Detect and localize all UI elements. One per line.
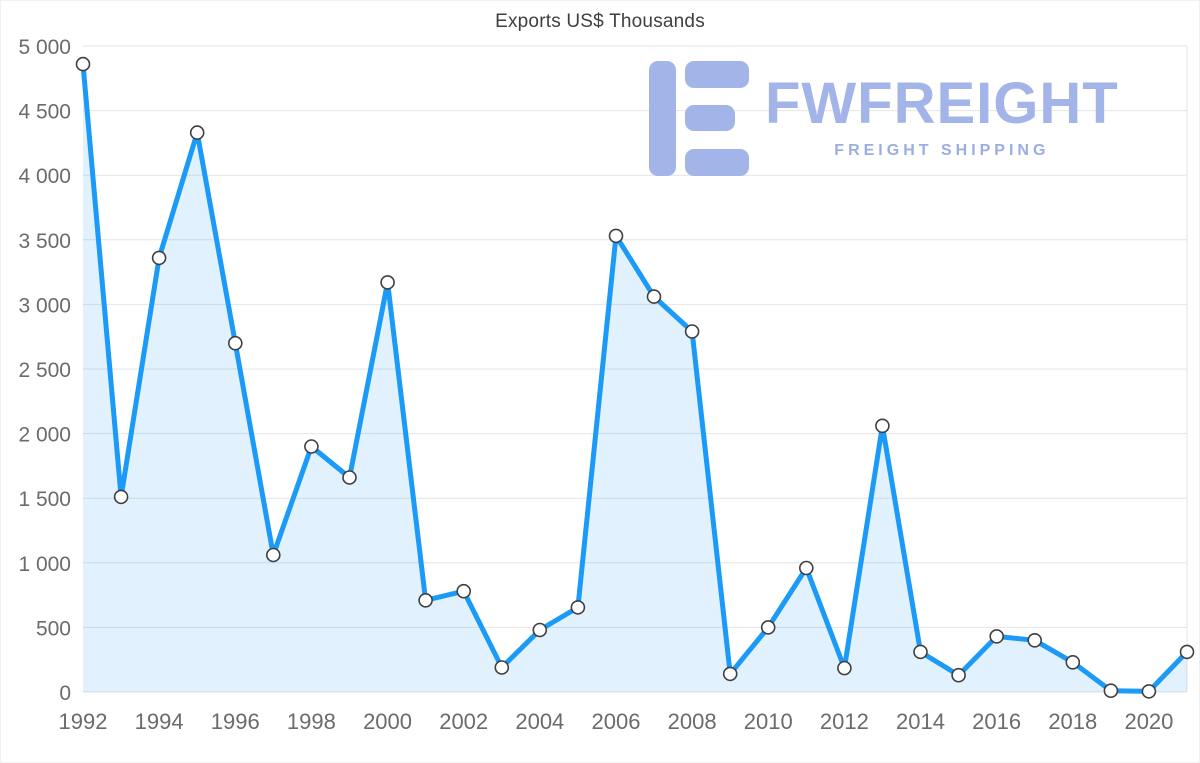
x-tick-label: 1996 xyxy=(211,709,260,734)
data-point-marker[interactable] xyxy=(837,660,852,676)
data-point-marker[interactable] xyxy=(722,666,738,682)
area-fill xyxy=(83,64,1187,693)
logo-tagline: FREIGHT SHIPPING xyxy=(834,142,1050,159)
logo-name: FWFREIGHT xyxy=(765,71,1119,136)
y-tick-label: 4 000 xyxy=(18,165,71,188)
x-tick-label: 2018 xyxy=(1048,709,1097,734)
x-tick-label: 2006 xyxy=(591,709,640,734)
data-point-marker[interactable] xyxy=(608,228,624,244)
y-tick-label: 2 000 xyxy=(18,424,71,447)
data-point-marker[interactable] xyxy=(646,289,662,304)
x-tick-label: 1994 xyxy=(135,709,184,734)
data-point-marker[interactable] xyxy=(418,592,433,608)
data-point-marker[interactable] xyxy=(189,125,205,140)
x-tick-label: 2008 xyxy=(668,709,717,734)
data-point-marker[interactable] xyxy=(1065,654,1081,670)
y-tick-label: 3 500 xyxy=(18,230,71,253)
y-tick-label: 500 xyxy=(36,617,71,640)
data-point-marker[interactable] xyxy=(913,644,928,660)
data-point-marker[interactable] xyxy=(1179,644,1195,660)
x-tick-label: 2004 xyxy=(515,709,564,734)
y-tick-label: 2 500 xyxy=(18,359,71,382)
y-tick-label: 1 000 xyxy=(18,553,71,576)
data-point-marker[interactable] xyxy=(532,622,548,638)
x-tick-label: 2012 xyxy=(820,709,869,734)
data-point-marker[interactable] xyxy=(151,250,167,266)
y-tick-label: 3 000 xyxy=(18,294,71,317)
data-point-marker[interactable] xyxy=(304,439,319,454)
data-point-marker[interactable] xyxy=(75,56,91,72)
data-point-marker[interactable] xyxy=(1027,632,1042,648)
data-point-marker[interactable] xyxy=(265,547,281,563)
data-point-marker[interactable] xyxy=(228,335,243,351)
freight-logo-icon xyxy=(649,61,749,176)
data-point-marker[interactable] xyxy=(951,667,966,683)
data-point-marker[interactable] xyxy=(1103,683,1119,699)
logo-mark xyxy=(649,61,749,176)
data-point-marker[interactable] xyxy=(989,629,1005,644)
x-tick-label: 2010 xyxy=(744,709,793,734)
data-point-marker[interactable] xyxy=(113,489,129,505)
data-point-marker[interactable] xyxy=(1141,684,1157,699)
chart-title: Exports US$ Thousands xyxy=(495,11,705,32)
watermark-logo: FWFREIGHT FREIGHT SHIPPING xyxy=(649,61,1119,176)
x-tick-label: 2000 xyxy=(363,709,412,734)
data-point-marker[interactable] xyxy=(342,470,357,485)
data-point-marker[interactable] xyxy=(570,600,586,615)
x-tick-label: 2014 xyxy=(896,709,945,734)
x-tick-label: 2016 xyxy=(972,709,1021,734)
logo-text-block: FWFREIGHT FREIGHT SHIPPING xyxy=(765,75,1119,160)
data-point-marker[interactable] xyxy=(494,660,510,675)
data-point-marker[interactable] xyxy=(798,560,814,576)
data-point-marker[interactable] xyxy=(456,583,472,599)
x-tick-label: 1992 xyxy=(59,709,108,734)
data-point-marker[interactable] xyxy=(875,418,890,434)
x-tick-label: 2002 xyxy=(439,709,488,734)
data-point-marker[interactable] xyxy=(684,324,700,339)
x-tick-label: 1998 xyxy=(287,709,336,734)
y-tick-label: 4 500 xyxy=(18,101,71,124)
y-tick-label: 5 000 xyxy=(18,36,71,59)
data-point-marker[interactable] xyxy=(760,620,776,635)
y-tick-label: 0 xyxy=(59,682,71,705)
y-tick-label: 1 500 xyxy=(18,488,71,511)
data-point-marker[interactable] xyxy=(380,275,395,290)
x-tick-label: 2020 xyxy=(1124,709,1173,734)
